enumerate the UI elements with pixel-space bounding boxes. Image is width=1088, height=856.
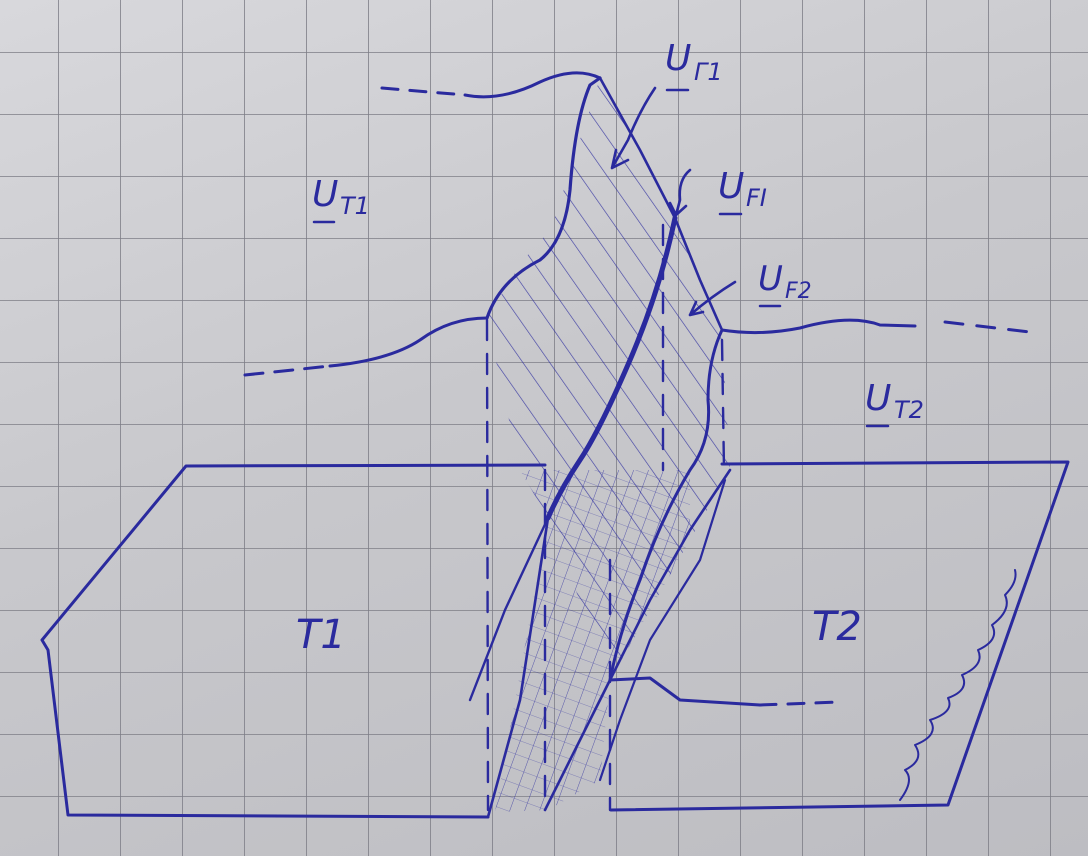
svg-text:T2: T2 [894, 396, 924, 424]
surface-ut1-lower-dashed [243, 364, 332, 377]
surface-ut1-scarp [485, 76, 602, 320]
label-ut2: U T2 [865, 378, 924, 428]
projection-dash-1 [485, 318, 490, 812]
surface-ut2-lower-dashed [758, 700, 842, 707]
label-ufi: U FI [718, 166, 767, 216]
svg-text:U: U [312, 174, 338, 215]
label-block-t2: T2 [812, 604, 862, 650]
label-ut1: U T1 [312, 174, 370, 224]
surface-ut2-scarp [608, 328, 724, 682]
svg-text:U: U [758, 259, 783, 299]
block-t2-outline [609, 460, 1070, 812]
fault-plane-inner-edge [598, 478, 727, 782]
fault-plane-left-edge [486, 516, 550, 819]
projection-dash-4 [720, 338, 726, 472]
arrow-uf2 [688, 280, 737, 317]
svg-text:T1: T1 [340, 192, 370, 220]
arrow-ug1 [610, 86, 657, 170]
svg-text:Γ1: Γ1 [694, 58, 723, 86]
surface-ut1-upper [463, 71, 602, 99]
svg-text:U: U [865, 378, 891, 419]
label-ug1: U Γ1 [665, 38, 723, 92]
svg-text:F2: F2 [785, 279, 812, 304]
block-t1-outline [40, 463, 547, 819]
crosshatched-fault-region [495, 470, 690, 812]
surface-ut2-upper [720, 318, 917, 335]
fault-slip-line [468, 516, 550, 702]
surface-ut1-upper-dashed [380, 86, 467, 97]
surface-ut1-lower [328, 316, 489, 368]
svg-text:U: U [665, 38, 691, 79]
label-block-t1: T1 [296, 612, 346, 658]
svg-text:U: U [718, 166, 744, 207]
label-uf2: U F2 [758, 259, 812, 308]
fault-trace-bold [545, 215, 678, 521]
surface-ut2-lower [608, 676, 762, 707]
svg-text:FI: FI [746, 184, 767, 212]
t2-edge-scribble [899, 569, 1017, 801]
arrow-ufi [668, 168, 692, 217]
fault-plane-front-edge [543, 468, 732, 812]
surface-ut2-upper-dashed [943, 320, 1032, 334]
